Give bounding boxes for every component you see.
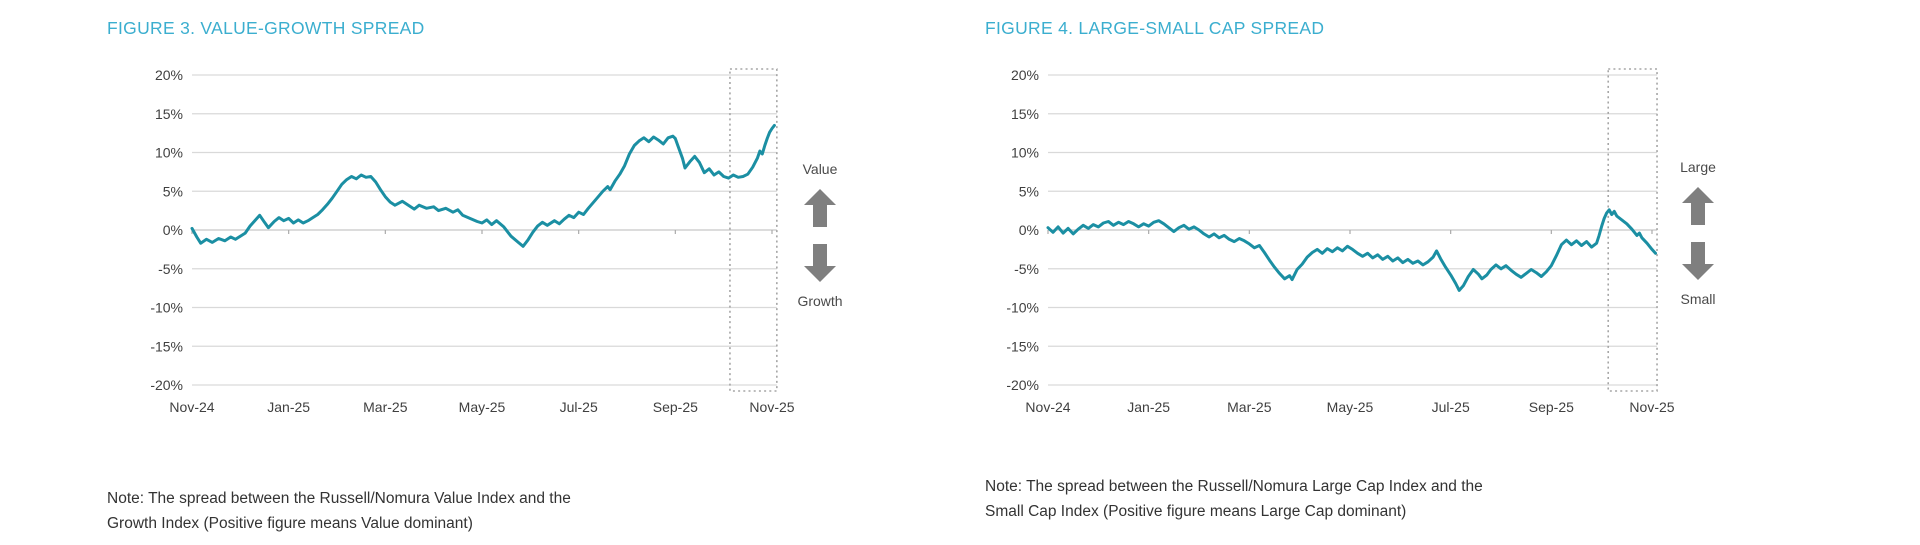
up-direction-label: Value [802,161,838,177]
figure4-note: Note: The spread between the Russell/Nom… [985,474,1483,524]
figure3-note: Note: The spread between the Russell/Nom… [107,486,571,536]
note-line-2: Small Cap Index (Positive figure means L… [985,503,1407,520]
spread-series-line [190,123,776,248]
value-growth-direction-legend: Value Growth [783,160,857,310]
y-axis-tick-label: 0% [163,222,183,238]
x-axis-tick-label: Nov-24 [1025,399,1070,415]
y-axis-tick-label: -15% [150,338,183,354]
note-line-1: Note: The spread between the Russell/Nom… [107,490,571,507]
y-axis-tick-label: -15% [1006,338,1039,354]
y-axis-tick-label: 15% [1011,106,1039,122]
y-axis-tick-label: 15% [155,106,183,122]
y-axis-tick-label: 20% [155,67,183,83]
x-axis-tick-label: Jan-25 [267,399,310,415]
note-line-1: Note: The spread between the Russell/Nom… [985,478,1483,495]
up-direction-label: Large [1680,159,1716,175]
x-axis-tick-label: Jan-25 [1127,399,1170,415]
up-arrow-icon [1682,187,1714,225]
y-axis-tick-label: -5% [158,261,183,277]
y-axis-tick-label: -10% [1006,300,1039,316]
spread-series-line [1046,208,1657,292]
y-axis-tick-label: -20% [150,377,183,393]
x-axis-tick-label: Mar-25 [363,399,408,415]
y-axis-tick-label: 5% [1019,183,1039,199]
y-axis-tick-label: -10% [150,300,183,316]
x-axis-tick-label: May-25 [1327,399,1374,415]
x-axis-tick-label: Jul-25 [1432,399,1470,415]
y-axis-tick-label: 10% [155,145,183,161]
y-axis-tick-label: -20% [1006,377,1039,393]
y-axis-tick-label: 10% [1011,145,1039,161]
value-growth-line-chart: 20% 15% 10% 5% 0% -5% -10% -15% -20% Nov-24 Jan-25… [150,67,794,415]
gridlines [1048,74,1658,386]
y-axis-tick-label: -5% [1014,261,1039,277]
recent-period-highlight-box [1607,68,1658,392]
y-axis-tick-label: 5% [163,183,183,199]
y-axis-tick-label: 0% [1019,222,1039,238]
down-arrow-icon [1682,242,1714,280]
x-axis-tick-label: Nov-25 [1629,399,1674,415]
y-axis-tick-label: 20% [1011,67,1039,83]
down-arrow-icon [804,244,836,282]
down-direction-label: Small [1680,291,1716,307]
down-direction-label: Growth [797,293,843,309]
x-axis-tick-label: May-25 [459,399,506,415]
large-small-direction-legend: Large Small [1661,158,1735,308]
gridlines [192,74,777,386]
x-axis-tick-label: Nov-24 [169,399,214,415]
large-small-line-chart: 20% 15% 10% 5% 0% -5% -10% -15% -20% Nov-24 Jan-25… [1006,67,1674,415]
note-line-2: Growth Index (Positive figure means Valu… [107,515,473,532]
x-axis-tick-label: Nov-25 [749,399,794,415]
figure4-title: FIGURE 4. LARGE-SMALL CAP SPREAD [985,18,1325,38]
x-axis-tick-label: Sep-25 [1529,399,1574,415]
x-axis-tick-label: Sep-25 [653,399,698,415]
x-axis-tick-label: Jul-25 [560,399,598,415]
up-arrow-icon [804,189,836,227]
figure3-title: FIGURE 3. VALUE-GROWTH SPREAD [107,18,425,38]
x-axis-tick-label: Mar-25 [1227,399,1272,415]
